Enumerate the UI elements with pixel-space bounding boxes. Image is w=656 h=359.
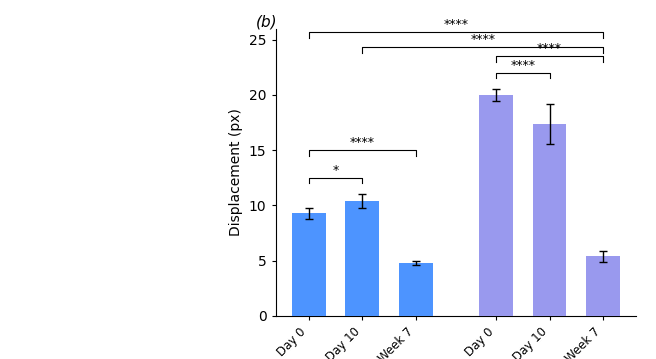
Text: ****: **** — [470, 33, 495, 46]
Text: ****: **** — [537, 42, 562, 55]
Text: ****: **** — [350, 136, 375, 149]
Text: *: * — [333, 164, 338, 177]
Bar — [533, 124, 566, 316]
Text: ****: **** — [510, 59, 535, 72]
Bar — [292, 213, 325, 316]
Text: ****: **** — [443, 18, 468, 31]
Bar — [399, 263, 433, 316]
Bar — [346, 201, 379, 316]
Y-axis label: Displacement (px): Displacement (px) — [230, 108, 243, 236]
Bar — [479, 95, 513, 316]
Text: (b): (b) — [256, 14, 277, 29]
Bar — [586, 256, 620, 316]
